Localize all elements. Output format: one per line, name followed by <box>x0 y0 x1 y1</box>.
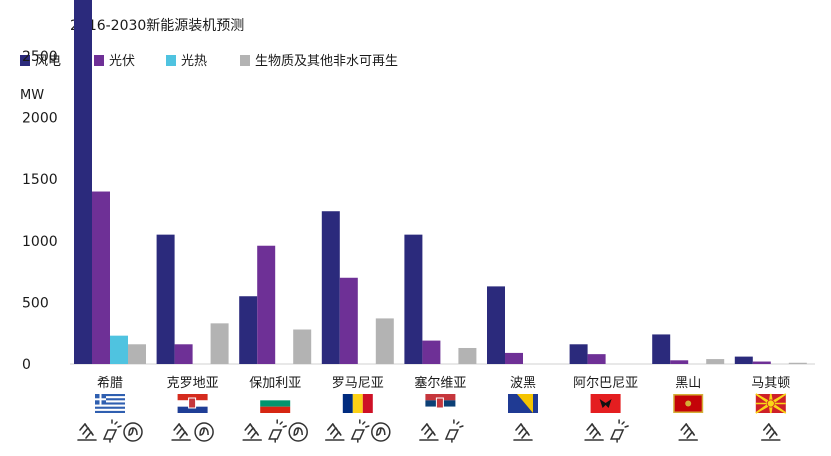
y-tick-label: 3000 <box>22 0 58 3</box>
biomass-icon <box>194 422 214 442</box>
bar-7-1 <box>670 360 689 364</box>
bar-5-1 <box>505 352 523 364</box>
bar-7-0 <box>652 334 671 364</box>
flag-montenegro <box>673 394 704 413</box>
bar-3-0 <box>321 211 340 364</box>
y-tick-label: 500 <box>22 295 49 311</box>
legend-label-2: 光热 <box>181 54 207 69</box>
y-tick-label: 2000 <box>22 111 58 127</box>
flag-romania <box>342 394 373 413</box>
y-tick-label: 1000 <box>22 234 58 250</box>
bar-4-3 <box>458 347 477 364</box>
flag-bosnia <box>508 394 538 413</box>
bar-1-3 <box>210 323 229 364</box>
x-tick-label: 希腊 <box>97 376 123 391</box>
x-tick-label: 马其顿 <box>751 376 790 391</box>
solar-icon <box>268 419 287 443</box>
y-axis-label: MW <box>20 88 44 103</box>
bar-8-0 <box>734 356 753 364</box>
wind-icon <box>678 423 698 441</box>
wind-icon <box>513 423 533 441</box>
solar-icon <box>350 419 370 443</box>
x-tick-label: 波黑 <box>510 376 536 391</box>
bar-6-1 <box>587 354 606 364</box>
x-tick-label: 塞尔维亚 <box>414 375 466 391</box>
bar-0-3 <box>128 344 146 364</box>
x-tick-label: 克罗地亚 <box>167 376 219 391</box>
y-axis-ticks: 05001000150020002500300035004000 <box>22 0 58 373</box>
bar-7-3 <box>706 359 725 364</box>
wind-icon <box>171 423 191 441</box>
flag-serbia <box>425 394 456 413</box>
x-tick-label: 黑山 <box>675 376 701 391</box>
bar-0-2 <box>110 335 128 364</box>
chart-title: 2016-2030新能源装机预测 <box>70 18 244 34</box>
x-tick-label: 阿尔巴尼亚 <box>573 376 638 391</box>
flag-macedonia <box>755 393 787 414</box>
legend-label-3: 生物质及其他非水可再生 <box>255 54 398 69</box>
solar-icon <box>102 419 122 443</box>
wind-icon <box>419 423 439 441</box>
biomass-icon <box>371 422 391 442</box>
flags <box>95 393 787 414</box>
bar-6-0 <box>569 344 588 364</box>
x-tick-label: 罗马尼亚 <box>332 376 384 391</box>
flag-albania <box>590 394 621 413</box>
bar-3-3 <box>375 318 394 364</box>
bars <box>74 0 807 364</box>
bar-0-0 <box>74 0 92 364</box>
wind-icon <box>77 423 97 441</box>
y-tick-label: 0 <box>22 357 31 373</box>
bar-2-3 <box>293 329 312 364</box>
y-tick-label: 2500 <box>22 49 58 65</box>
biomass-icon <box>123 422 143 442</box>
x-tick-label: 保加利亚 <box>249 376 301 391</box>
bar-0-1 <box>92 191 110 364</box>
bar-4-1 <box>422 340 441 364</box>
legend: 风电 光伏 光热 生物质及其他非水可再生 <box>20 54 398 69</box>
wind-icon <box>325 423 345 441</box>
bar-1-1 <box>174 344 193 364</box>
x-axis-ticks: 希腊 克罗地亚 保加利亚 罗马尼亚 塞尔维亚 波黑 阿尔巴尼亚 黑山 马其顿 <box>97 375 790 391</box>
flag-bulgaria <box>260 394 291 413</box>
bar-3-1 <box>339 277 358 364</box>
legend-swatch-2 <box>166 55 176 66</box>
biomass-icon <box>288 422 308 442</box>
legend-swatch-3 <box>240 55 250 66</box>
legend-swatch-1 <box>94 55 104 66</box>
bar-8-1 <box>752 361 771 364</box>
flag-croatia <box>177 394 208 413</box>
bar-5-0 <box>487 286 505 364</box>
legend-swatch-0 <box>20 55 30 66</box>
flag-greece <box>95 394 125 413</box>
wind-icon <box>242 423 262 441</box>
y-tick-label: 1500 <box>22 172 58 188</box>
bar-1-0 <box>156 234 175 364</box>
solar-icon <box>444 419 464 443</box>
wind-icon <box>584 423 604 441</box>
wind-icon <box>761 423 781 441</box>
legend-label-1: 光伏 <box>109 54 135 69</box>
bar-2-0 <box>239 296 258 364</box>
bar-4-0 <box>404 234 423 364</box>
resource-icons <box>77 419 781 443</box>
solar-icon <box>609 419 629 443</box>
bar-2-1 <box>257 245 276 364</box>
legend-label-0: 风电 <box>35 54 61 69</box>
bar-8-3 <box>788 362 807 364</box>
